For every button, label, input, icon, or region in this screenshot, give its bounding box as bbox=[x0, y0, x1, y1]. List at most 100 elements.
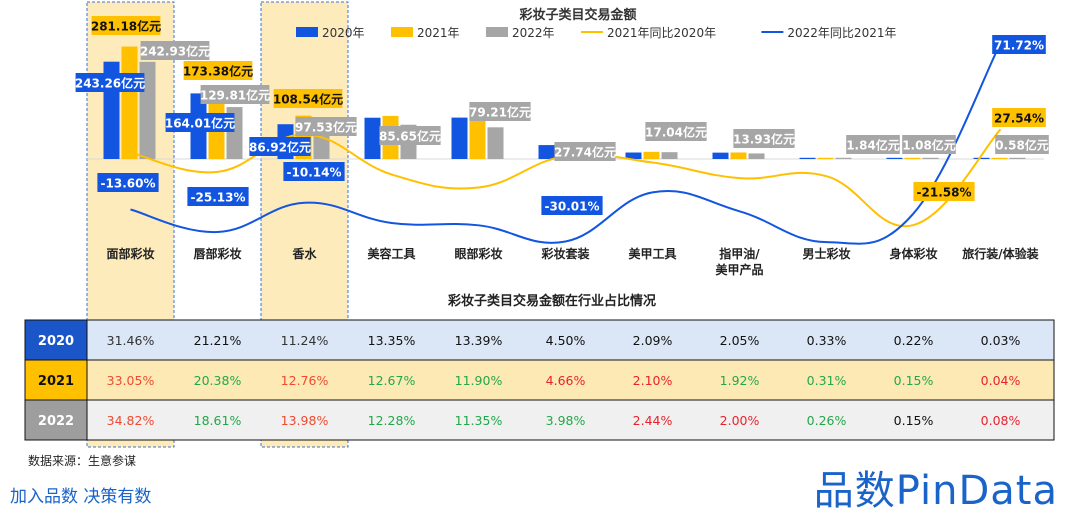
table-cell: 0.15% bbox=[894, 413, 934, 428]
line-label: 71.72% bbox=[994, 39, 1044, 53]
category-label: 面部彩妆 bbox=[106, 246, 154, 261]
bar-label: 17.04亿元 bbox=[645, 125, 707, 140]
bar-2022年-指甲油/美甲产品 bbox=[748, 153, 765, 159]
chart-title: 彩妆子类目交易金额 bbox=[518, 7, 636, 23]
table-row-header bbox=[24, 319, 88, 361]
category-label: 香水 bbox=[291, 246, 317, 261]
bar-label: 86.92亿元 bbox=[249, 140, 311, 155]
bar-2021年-面部彩妆 bbox=[121, 46, 138, 159]
table-cell: 0.22% bbox=[894, 333, 934, 348]
line-label-bg bbox=[97, 173, 159, 192]
bar-2020年-身体彩妆 bbox=[886, 157, 903, 159]
table-title: 彩妆子类目交易金额在行业占比情况 bbox=[447, 293, 656, 309]
table-cell: 4.50% bbox=[546, 333, 586, 348]
legend-swatch bbox=[296, 27, 318, 37]
bar-label-bg bbox=[295, 117, 357, 136]
bar-2020年-指甲油/美甲产品 bbox=[712, 152, 729, 159]
table-cell: 0.08% bbox=[981, 413, 1021, 428]
bar-label-bg bbox=[995, 135, 1049, 154]
category-label: 美甲产品 bbox=[715, 262, 763, 277]
table-row bbox=[24, 319, 1055, 361]
line-label: -10.14% bbox=[287, 166, 342, 180]
table-cell: 12.28% bbox=[368, 413, 416, 428]
table-year: 2021 bbox=[38, 374, 74, 389]
slogan: 加入品数 决策有数 bbox=[10, 487, 152, 507]
table-year: 2020 bbox=[38, 334, 74, 349]
legend-label: 2021年同比2020年 bbox=[607, 26, 716, 40]
category-label: 眼部彩妆 bbox=[454, 246, 502, 261]
bar-label: 1.08亿元 bbox=[902, 138, 956, 153]
category-label: 美容工具 bbox=[367, 246, 415, 261]
bar-2021年-美甲工具 bbox=[643, 151, 660, 159]
legend-label: 2021年 bbox=[417, 26, 460, 40]
bar-label: 27.74亿元 bbox=[554, 145, 616, 160]
table-cell: 2.44% bbox=[633, 413, 673, 428]
bar-label-bg bbox=[733, 129, 795, 148]
category-label: 彩妆套装 bbox=[540, 246, 589, 261]
line-label: -30.01% bbox=[545, 200, 600, 214]
category-label: 身体彩妆 bbox=[889, 246, 937, 261]
line-label-bg bbox=[992, 108, 1046, 127]
bar-2021年-男士彩妆 bbox=[817, 157, 834, 159]
data-source-note: 数据来源：生意参谋 bbox=[28, 454, 137, 468]
table-cell: 0.04% bbox=[981, 373, 1021, 388]
table-cell: 13.39% bbox=[455, 333, 503, 348]
bar-label-bg bbox=[165, 113, 235, 132]
table-cell: 11.90% bbox=[455, 373, 503, 388]
line-label-bg bbox=[283, 162, 345, 181]
bar-label: 243.26亿元 bbox=[75, 76, 145, 91]
bar-label-bg bbox=[379, 126, 441, 145]
table-cell: 1.92% bbox=[720, 373, 760, 388]
category-label: 男士彩妆 bbox=[802, 246, 850, 261]
table-cell: 4.66% bbox=[546, 373, 586, 388]
line-label: -13.60% bbox=[101, 177, 156, 191]
category-label: 唇部彩妆 bbox=[193, 246, 241, 261]
bar-2021年-身体彩妆 bbox=[904, 157, 921, 159]
legend-swatch bbox=[486, 27, 508, 37]
bar-label: 129.81亿元 bbox=[200, 88, 270, 103]
line-label-bg bbox=[187, 187, 249, 206]
bar-2022年-眼部彩妆 bbox=[487, 127, 504, 159]
table-cell: 21.21% bbox=[194, 333, 242, 348]
bar-label-bg bbox=[140, 41, 210, 60]
bar-2020年-眼部彩妆 bbox=[451, 117, 468, 159]
bar-2022年-身体彩妆 bbox=[922, 157, 939, 159]
line-label-bg bbox=[913, 182, 975, 201]
category-label: 指甲油/ bbox=[719, 246, 760, 261]
bar-label-bg bbox=[902, 135, 956, 154]
bar-label: 242.93亿元 bbox=[140, 44, 210, 59]
table-cell: 12.76% bbox=[281, 373, 329, 388]
table-cell: 0.26% bbox=[807, 413, 847, 428]
legend-label: 2022年同比2021年 bbox=[787, 26, 896, 40]
table-cell: 0.33% bbox=[807, 333, 847, 348]
bar-label-bg bbox=[183, 61, 253, 80]
bar-2021年-眼部彩妆 bbox=[469, 118, 486, 159]
bar-label: 108.54亿元 bbox=[273, 92, 343, 107]
table-cell: 11.24% bbox=[281, 333, 329, 348]
table-cell: 3.98% bbox=[546, 413, 586, 428]
bar-label: 85.65亿元 bbox=[379, 129, 441, 144]
table-cell: 2.00% bbox=[720, 413, 760, 428]
line-label: -21.58% bbox=[917, 186, 972, 200]
line-label-bg bbox=[541, 196, 603, 215]
category-label: 美甲工具 bbox=[628, 246, 676, 261]
table-cell: 33.05% bbox=[107, 373, 155, 388]
table-cell: 2.10% bbox=[633, 373, 673, 388]
bar-label-bg bbox=[91, 16, 161, 35]
table-cell: 20.38% bbox=[194, 373, 242, 388]
bar-2021年-旅行装/体验装 bbox=[991, 157, 1008, 159]
bar-label-bg bbox=[469, 102, 531, 121]
bar-2022年-男士彩妆 bbox=[835, 157, 852, 159]
table-cell: 2.05% bbox=[720, 333, 760, 348]
legend-label: 2022年 bbox=[512, 26, 555, 40]
bar-label-bg bbox=[200, 85, 270, 104]
bar-2022年-旅行装/体验装 bbox=[1009, 157, 1026, 159]
table-row-header bbox=[24, 399, 88, 441]
bar-label-bg bbox=[249, 137, 311, 156]
table-year: 2022 bbox=[38, 414, 74, 429]
bar-label: 13.93亿元 bbox=[733, 132, 795, 147]
line-label: 27.54% bbox=[994, 112, 1044, 126]
bar-label: 0.58亿元 bbox=[995, 138, 1049, 153]
category-label: 旅行装/体验装 bbox=[962, 246, 1038, 261]
